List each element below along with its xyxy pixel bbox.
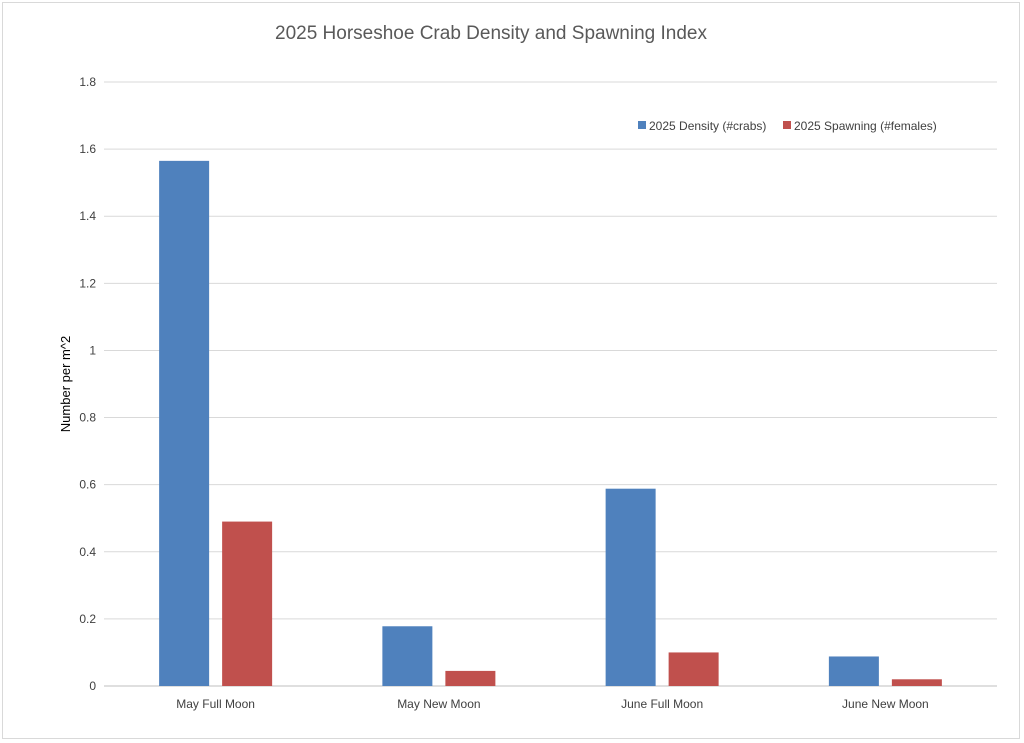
y-tick-label: 0.4	[79, 545, 96, 559]
bar-density	[159, 160, 210, 686]
chart-title: 2025 Horseshoe Crab Density and Spawning…	[275, 23, 707, 44]
bar-spawning	[668, 652, 719, 686]
x-tick-label: June Full Moon	[621, 697, 703, 711]
x-tick-label: June New Moon	[842, 697, 929, 711]
bars	[159, 160, 942, 686]
legend: 2025 Density (#crabs) 2025 Spawning (#fem…	[638, 119, 937, 133]
bar-density	[828, 656, 879, 686]
y-tick-label: 1	[89, 343, 96, 357]
legend-label: 2025 Density (#crabs)	[649, 119, 766, 133]
y-tick-label: 0	[89, 679, 96, 693]
legend-label: 2025 Spawning (#females)	[794, 119, 937, 133]
y-tick-labels: 0 0.2 0.4 0.6 0.8 1 1.2 1.4 1.6 1.8	[79, 75, 96, 693]
bar-spawning	[445, 670, 496, 686]
y-tick-label: 1.4	[79, 209, 96, 223]
y-axis-label: Number per m^2	[58, 336, 73, 432]
bar-density	[605, 488, 656, 686]
y-tick-label: 1.6	[79, 142, 96, 156]
x-tick-label: May Full Moon	[176, 697, 255, 711]
y-tick-label: 1.8	[79, 75, 96, 89]
legend-swatch	[783, 121, 791, 129]
y-tick-label: 0.6	[79, 478, 96, 492]
y-tick-label: 1.2	[79, 276, 96, 290]
bar-spawning	[891, 679, 942, 686]
legend-swatch	[638, 121, 646, 129]
y-tick-label: 0.2	[79, 612, 96, 626]
x-tick-labels: May Full Moon May New Moon June Full Moon J…	[176, 697, 928, 711]
bar-spawning	[222, 521, 273, 686]
bar-density	[382, 626, 433, 686]
y-tick-label: 0.8	[79, 411, 96, 425]
x-tick-label: May New Moon	[397, 697, 480, 711]
